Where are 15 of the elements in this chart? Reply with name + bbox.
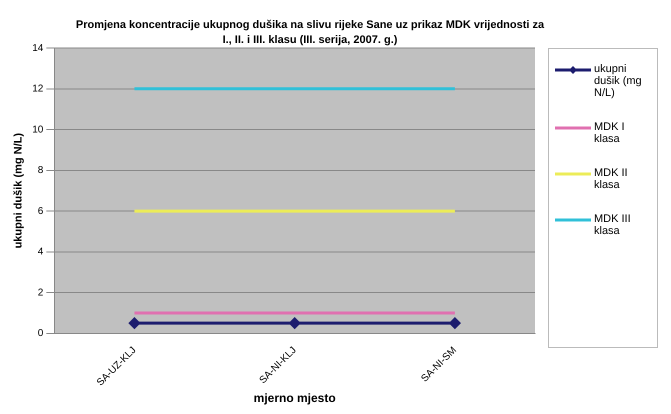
legend-label: ukupni dušik (mg N/L) xyxy=(594,63,643,99)
y-axis-title: ukupni dušik (mg N/L) xyxy=(12,132,25,248)
y-tick-label: 8 xyxy=(38,165,44,176)
x-axis-title: mjerno mjesto xyxy=(254,391,336,406)
y-tick-label: 2 xyxy=(38,287,44,298)
y-tick-label: 0 xyxy=(38,328,44,340)
y-tick-label: 10 xyxy=(32,124,44,136)
y-tick-label: 6 xyxy=(38,206,44,217)
y-tick-label: 12 xyxy=(32,84,44,95)
legend-label: MDK III klasa xyxy=(594,213,632,237)
legend-label: MDK I klasa xyxy=(594,121,626,145)
chart-title: Promjena koncentracije ukupnog dušika na slivu rijeke Sane uz prikaz MDK vrijednosti za I., II. i III. klasu (III. serija, 2007. g.) xyxy=(74,18,546,48)
y-tick-label: 14 xyxy=(32,42,44,54)
legend-label: MDK II klasa xyxy=(594,167,629,191)
y-tick-label: 4 xyxy=(38,246,44,258)
